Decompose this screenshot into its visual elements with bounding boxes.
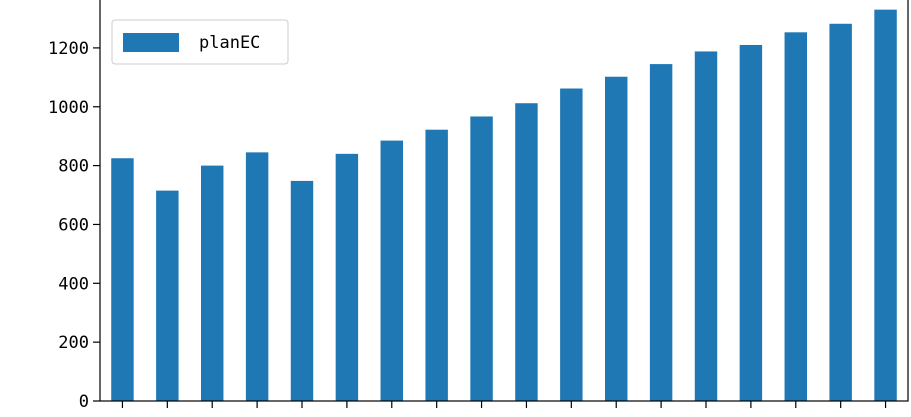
legend-swatch-planEC: [123, 33, 179, 52]
legend: planEC: [111, 19, 289, 65]
x-axis-ticks: [121, 401, 887, 408]
y-tick-label: 0: [79, 392, 89, 412]
bar: [829, 23, 852, 402]
bar: [784, 32, 807, 401]
bar: [605, 76, 628, 402]
y-tick-label: 600: [58, 215, 89, 235]
bar: [874, 9, 897, 402]
y-tick-label: 800: [58, 157, 89, 177]
bar: [156, 190, 179, 401]
plot-frame: [99, 0, 909, 402]
bar: [380, 140, 403, 402]
bar: [425, 129, 448, 401]
bar: [290, 180, 314, 401]
bar: [560, 88, 583, 401]
bar: [335, 153, 359, 401]
y-tick-label: 1200: [48, 39, 89, 59]
bar: [201, 165, 224, 401]
legend-box: [111, 19, 289, 65]
bars-group: [111, 9, 897, 402]
bar: [470, 116, 493, 402]
y-tick-label: 400: [58, 274, 89, 294]
bar: [649, 64, 673, 401]
bar: [739, 44, 763, 402]
y-tick-label: 200: [58, 333, 89, 353]
legend-label-planEC: planEC: [199, 33, 260, 53]
bar: [111, 158, 134, 401]
y-axis: 0 200 400 600 800 1000 1200: [48, 39, 100, 412]
y-tick-label: 1000: [48, 98, 89, 118]
bar: [694, 51, 718, 401]
bar: [245, 152, 269, 401]
bar: [515, 103, 538, 401]
